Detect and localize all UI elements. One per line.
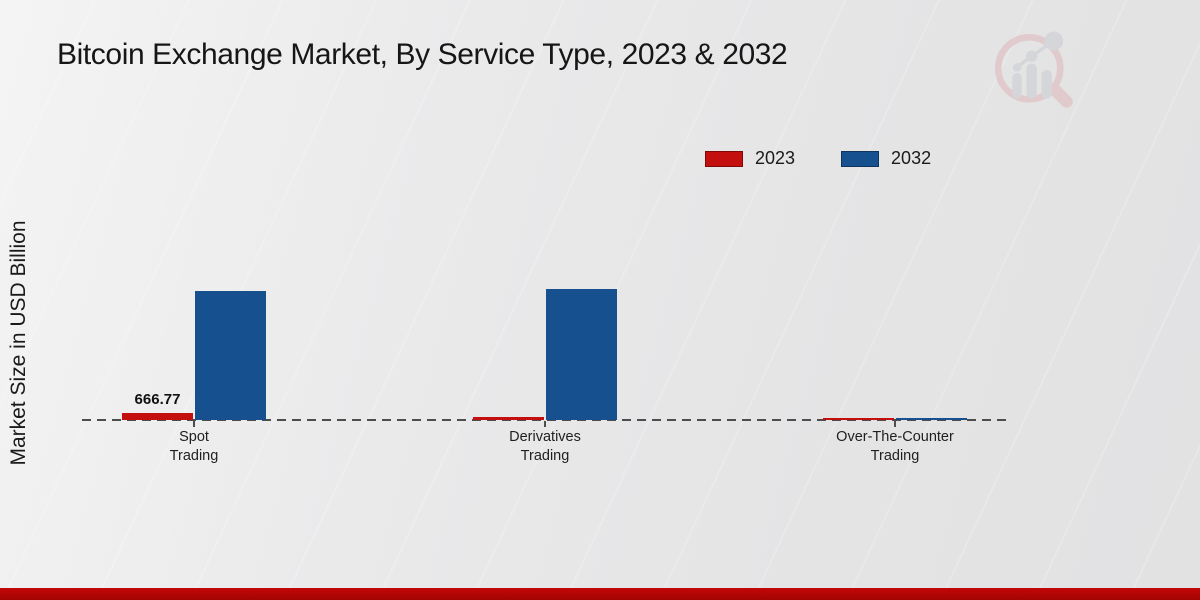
legend-swatch-2023 — [705, 150, 743, 167]
bar-2023-over-the-counter-trading — [823, 418, 894, 420]
bar-value-label-2023-spot-trading: 666.77 — [134, 391, 181, 408]
bar-2032-derivatives-trading — [546, 289, 617, 420]
legend-label-2032: 2032 — [891, 148, 932, 168]
bar-2032-spot-trading — [195, 291, 266, 420]
footer-strip — [0, 588, 1200, 600]
x-axis-tick-over-the-counter-trading — [894, 421, 896, 427]
bar-2023-derivatives-trading — [473, 417, 544, 420]
legend-label-2023: 2023 — [755, 148, 796, 168]
magnifier-bar-chart-logo-icon — [986, 26, 1080, 120]
legend: 2023 2032 — [705, 148, 931, 169]
bar-2032-over-the-counter-trading — [896, 418, 967, 420]
legend-item-2032: 2032 — [841, 148, 931, 169]
legend-swatch-2032 — [841, 150, 880, 167]
x-axis-tick-derivatives-trading — [544, 421, 546, 427]
category-label-over-the-counter-trading: Over-The-Counter Trading — [836, 429, 954, 464]
category-label-spot-trading: Spot Trading — [169, 429, 219, 464]
category-label-derivatives-trading: Derivatives Trading — [509, 429, 581, 464]
x-axis-baseline — [82, 419, 1008, 421]
x-axis-tick-spot-trading — [193, 421, 195, 427]
chart-title: Bitcoin Exchange Market, By Service Type… — [57, 38, 788, 71]
bar-2023-spot-trading — [122, 413, 193, 420]
legend-item-2023: 2023 — [705, 148, 795, 169]
